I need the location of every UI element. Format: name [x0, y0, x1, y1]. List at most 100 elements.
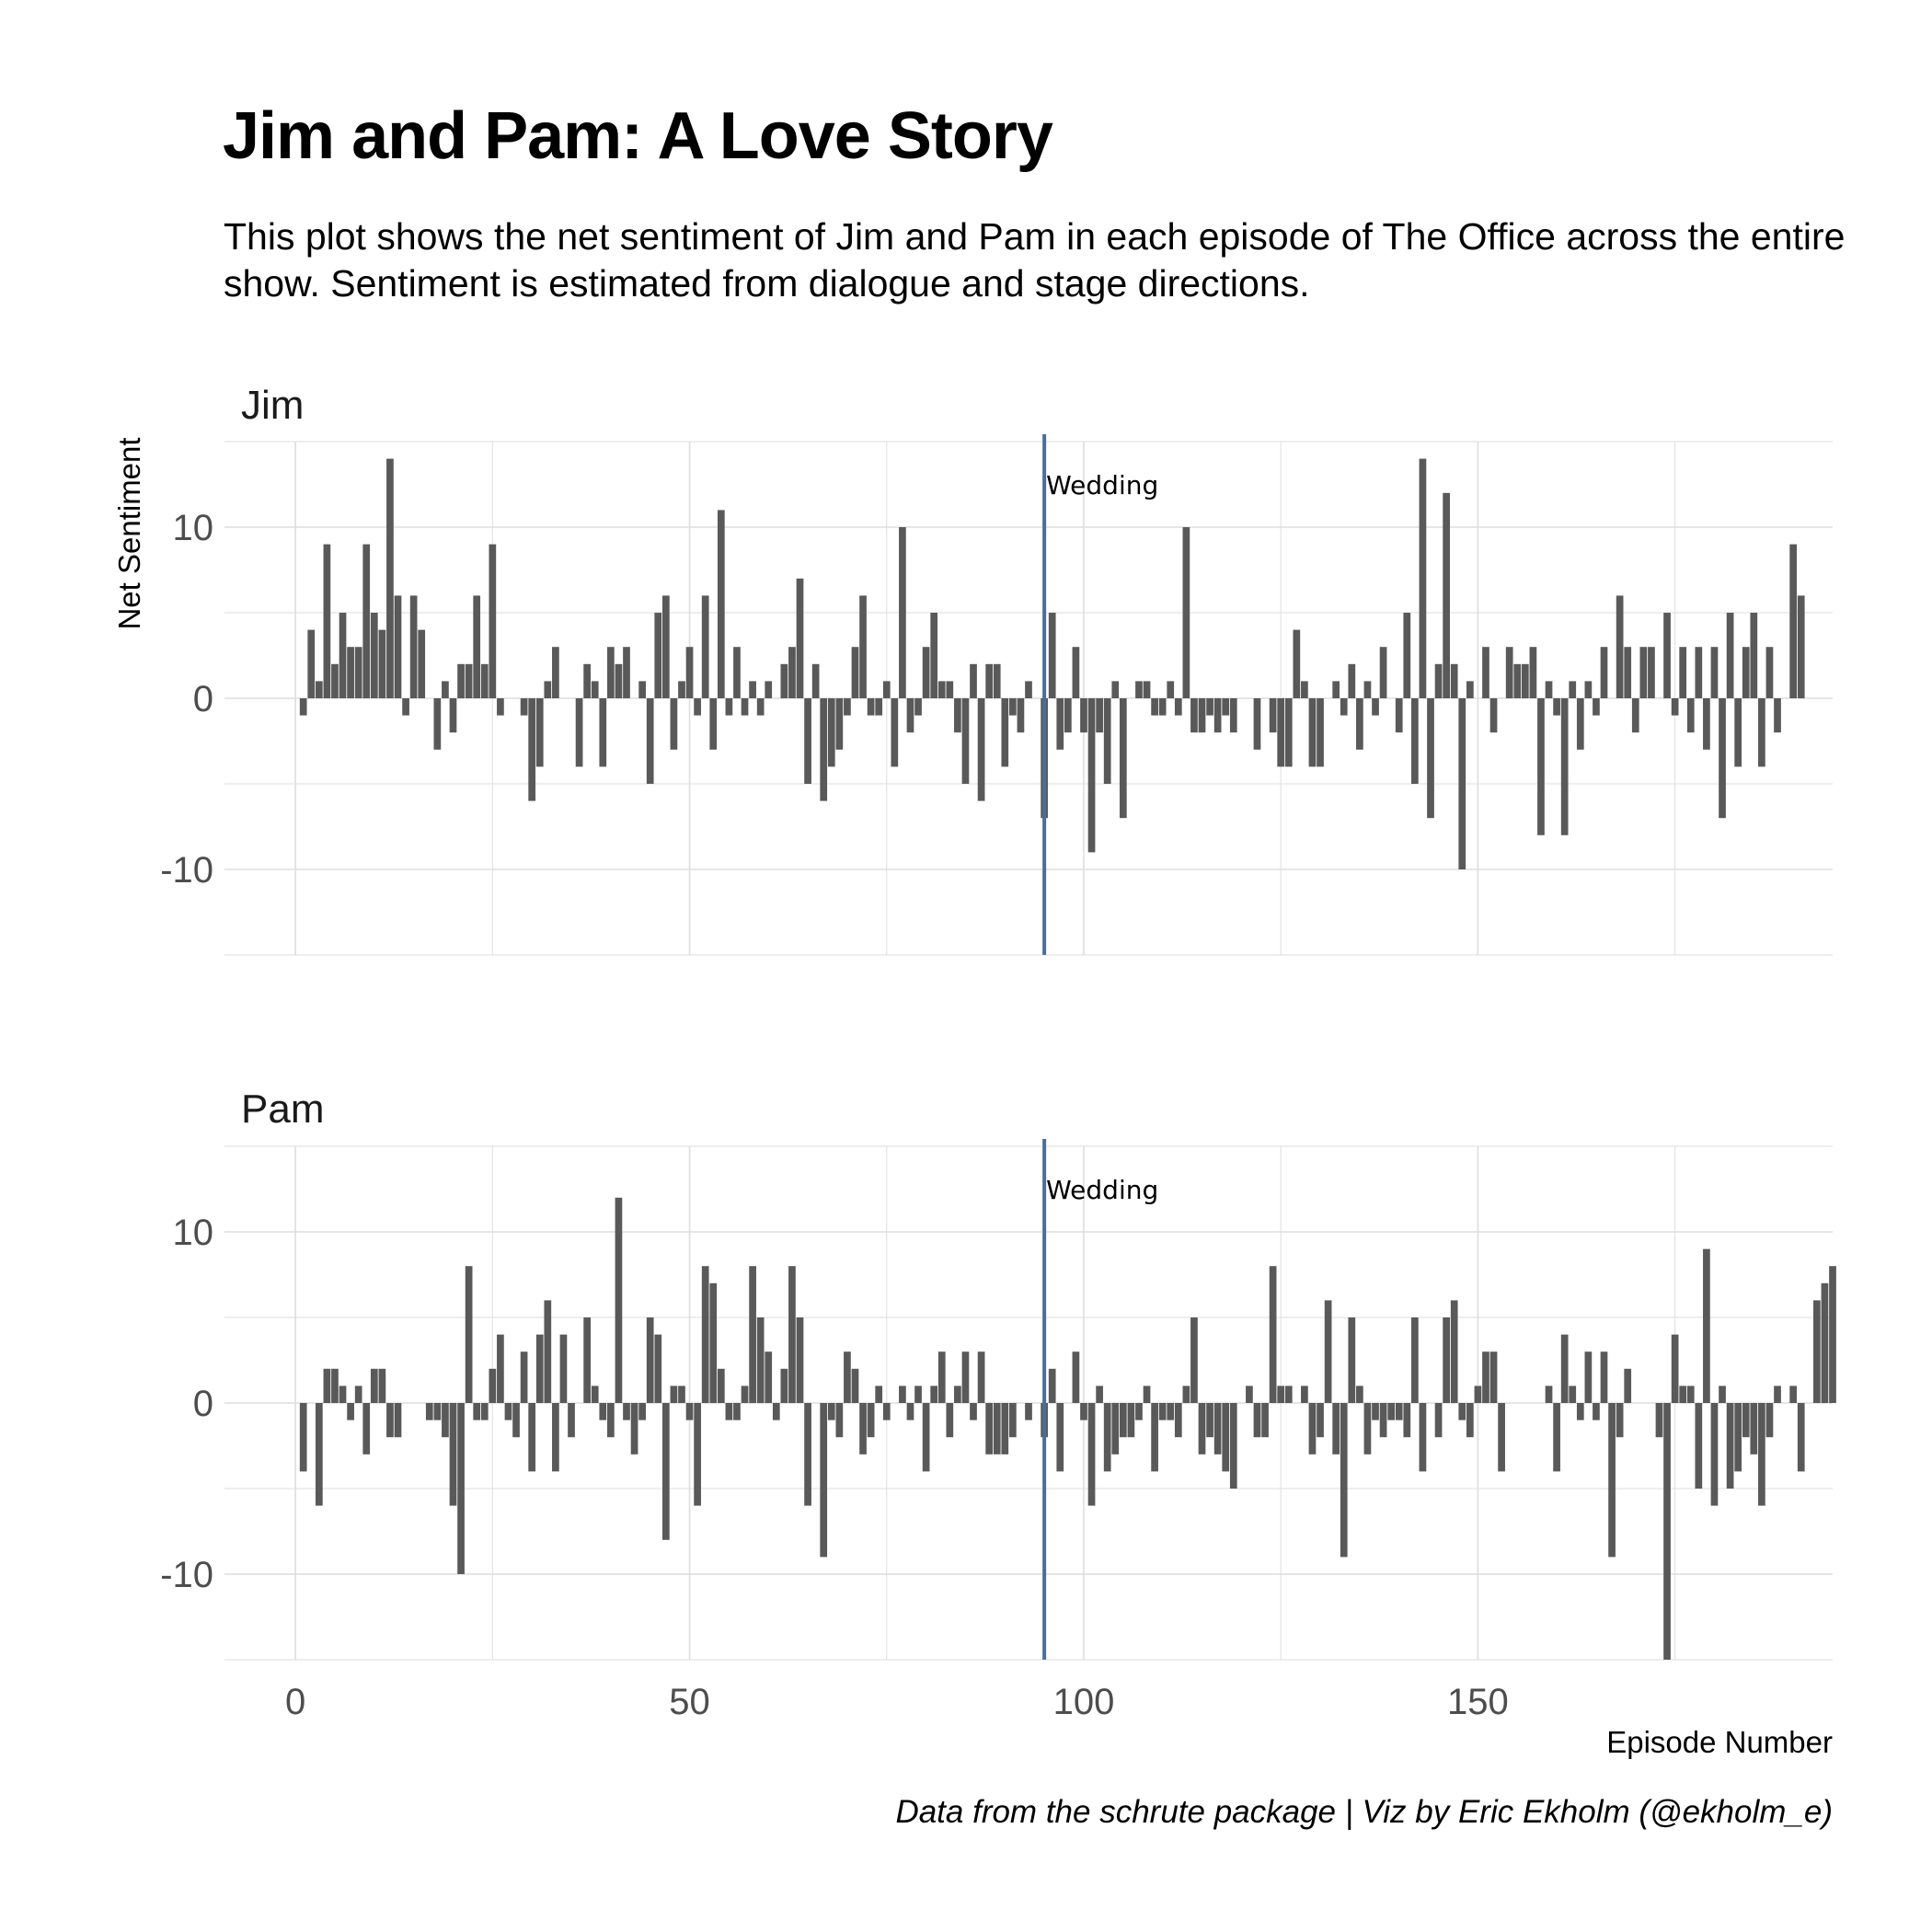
- y-tick-label: 10: [173, 1213, 214, 1253]
- bar-episode-54: [717, 1368, 725, 1403]
- bar-episode-106: [1127, 1403, 1135, 1438]
- bar-episode-166: [1600, 647, 1608, 698]
- bar-episode-142: [1411, 1317, 1419, 1403]
- bar-episode-136: [1363, 681, 1372, 698]
- bar-episode-19: [442, 681, 449, 698]
- facet-label-pam: Pam: [241, 1087, 324, 1132]
- bar-episode-85: [961, 1351, 970, 1403]
- bar-episode-125: [1277, 698, 1285, 767]
- bar-episode-180: [1710, 1403, 1719, 1506]
- bar-episode-13: [394, 595, 402, 698]
- bar-episode-52: [701, 595, 709, 698]
- bar-episode-113: [1182, 527, 1190, 698]
- bar-episode-157: [1529, 647, 1537, 698]
- bar-episode-59: [756, 698, 765, 716]
- bar-episode-134: [1348, 1317, 1356, 1403]
- bar-episode-166: [1600, 1351, 1608, 1403]
- bar-episode-38: [591, 681, 599, 698]
- bar-episode-75: [882, 1403, 891, 1420]
- bar-episode-119: [1229, 1403, 1237, 1489]
- bar-episode-1: [299, 698, 307, 716]
- bar-episode-70: [844, 1351, 851, 1403]
- bar-episode-140: [1395, 1403, 1403, 1420]
- bar-episode-24: [480, 1403, 489, 1420]
- bar-episode-176: [1679, 647, 1687, 698]
- bar-episode-52: [701, 1266, 709, 1403]
- bar-episode-33: [552, 1403, 559, 1472]
- bar-episode-162: [1569, 681, 1577, 698]
- bar-episode-42: [623, 647, 630, 698]
- bar-episode-25: [489, 1368, 497, 1403]
- bar-episode-111: [1167, 1403, 1175, 1420]
- bar-episode-143: [1419, 1403, 1427, 1472]
- bar-episode-143: [1419, 458, 1427, 698]
- bar-episode-48: [670, 698, 678, 750]
- bar-episode-175: [1671, 1334, 1679, 1403]
- bar-episode-86: [970, 663, 977, 698]
- x-tick-label: 50: [669, 1682, 710, 1722]
- bar-episode-116: [1206, 698, 1213, 716]
- bar-episode-114: [1190, 698, 1198, 733]
- bar-episode-108: [1143, 681, 1151, 698]
- bar-episode-118: [1222, 1403, 1230, 1472]
- bar-episode-182: [1726, 613, 1734, 698]
- bar-episode-72: [859, 1403, 867, 1455]
- bar-episode-177: [1686, 698, 1695, 733]
- bar-episode-43: [630, 1403, 638, 1455]
- bar-episode-154: [1505, 647, 1513, 698]
- bar-episode-29: [520, 1351, 528, 1403]
- bar-episode-83: [946, 1403, 954, 1438]
- bar-episode-104: [1111, 1403, 1120, 1455]
- bar-episode-179: [1703, 1248, 1710, 1403]
- bar-episode-90: [1001, 1403, 1009, 1455]
- bar-episode-178: [1695, 647, 1703, 698]
- bar-episode-18: [433, 698, 442, 750]
- bar-episode-84: [954, 1386, 961, 1403]
- bar-episode-90: [1001, 698, 1009, 767]
- bar-episode-186: [1758, 1403, 1765, 1506]
- bar-episode-87: [977, 698, 985, 801]
- bar-episode-57: [741, 698, 749, 716]
- bar-episode-103: [1103, 1403, 1111, 1472]
- bar-episode-88: [985, 1403, 994, 1455]
- bar-episode-80: [922, 647, 930, 698]
- bar-episode-53: [709, 698, 718, 750]
- bar-episode-56: [733, 647, 741, 698]
- bar-episode-124: [1269, 698, 1277, 733]
- bar-episode-121: [1246, 1386, 1253, 1403]
- bar-episode-68: [827, 1403, 835, 1420]
- y-tick-label: 10: [173, 508, 214, 548]
- bar-episode-146: [1443, 1317, 1450, 1403]
- bar-episode-15: [409, 595, 418, 698]
- bar-episode-39: [599, 698, 607, 767]
- bar-episode-187: [1765, 1403, 1774, 1438]
- bar-episode-27: [504, 1403, 512, 1420]
- bar-episode-178: [1695, 1403, 1703, 1489]
- bar-episode-21: [457, 663, 465, 698]
- bar-episode-152: [1489, 698, 1498, 733]
- bar-episode-38: [591, 1386, 599, 1403]
- bar-episode-176: [1679, 1386, 1687, 1403]
- bar-episode-24: [480, 663, 489, 698]
- bar-episode-62: [780, 663, 788, 698]
- bar-episode-145: [1434, 663, 1443, 698]
- bar-episode-26: [497, 698, 504, 716]
- bar-episode-82: [937, 1351, 946, 1403]
- bar-episode-97: [1056, 698, 1064, 750]
- bar-episode-191: [1797, 595, 1805, 698]
- bar-episode-123: [1261, 1403, 1269, 1438]
- bar-episode-48: [670, 1386, 678, 1403]
- bar-episode-190: [1789, 1386, 1798, 1403]
- bar-episode-164: [1584, 681, 1593, 698]
- y-tick-label: 0: [193, 679, 213, 719]
- bar-episode-40: [607, 647, 615, 698]
- bar-episode-73: [867, 698, 875, 716]
- bar-episode-181: [1719, 698, 1726, 819]
- bar-episode-150: [1474, 1386, 1482, 1403]
- bar-episode-59: [756, 1317, 765, 1403]
- bar-episode-127: [1293, 629, 1301, 698]
- bar-episode-82: [937, 681, 946, 698]
- bar-episode-160: [1553, 698, 1560, 716]
- bar-episode-128: [1301, 1386, 1308, 1403]
- bar-episode-170: [1631, 698, 1639, 733]
